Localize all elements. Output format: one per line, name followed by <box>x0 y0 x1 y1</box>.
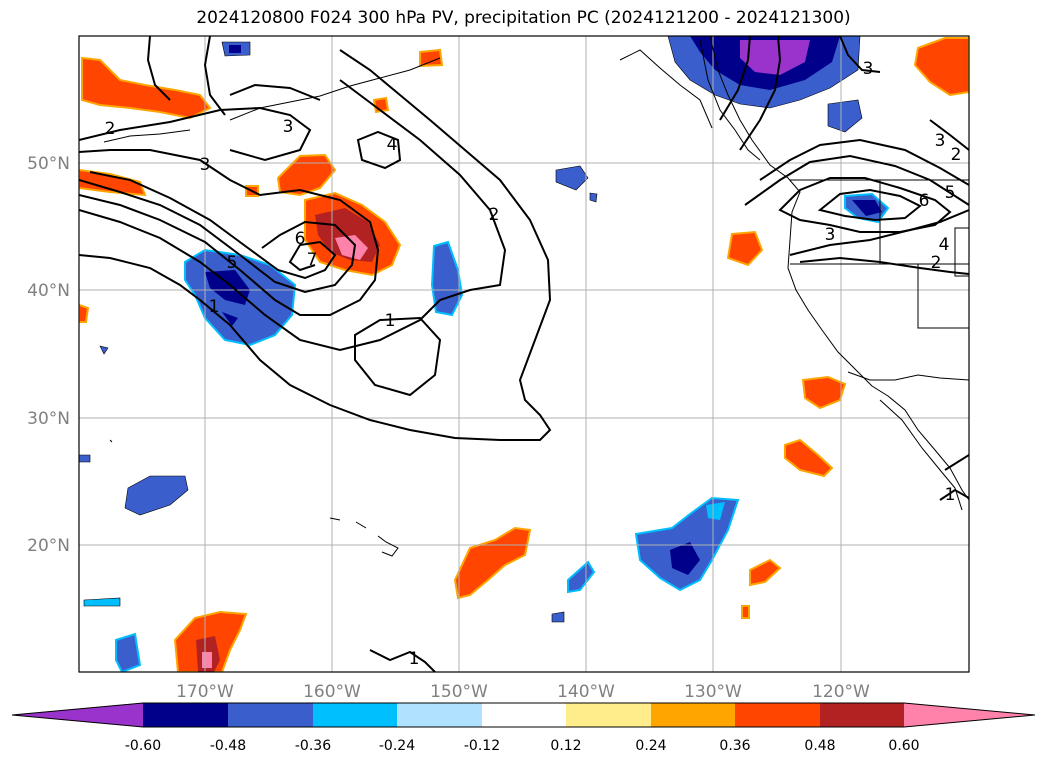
contour-label: 3 <box>200 155 211 175</box>
colorbar-extend-low <box>12 703 143 727</box>
lon-label: 120°W <box>812 682 870 702</box>
colorbar-segment <box>820 703 904 727</box>
contour-label: 2 <box>951 145 962 165</box>
contour-label: 3 <box>825 225 836 245</box>
colorbar-segment <box>228 703 313 727</box>
lon-label: 130°W <box>684 682 742 702</box>
pv-contours <box>79 36 969 672</box>
lat-label: 30°N <box>27 409 70 429</box>
contour-label: 2 <box>489 205 500 225</box>
contour-label: 6 <box>919 191 930 211</box>
contour-label: 3 <box>283 117 294 137</box>
lat-label: 40°N <box>27 281 70 301</box>
contour-label: 7 <box>307 250 318 270</box>
contour-label: 1 <box>409 649 420 669</box>
contour-label: 3 <box>863 59 874 79</box>
colorbar-tick-label: -0.36 <box>295 738 331 754</box>
lon-label: 170°W <box>176 682 234 702</box>
contour-label: 4 <box>387 135 398 155</box>
colorbar-tick-label: 0.60 <box>888 738 919 754</box>
lat-label: 20°N <box>27 536 70 556</box>
contour-label: 1 <box>209 297 220 317</box>
colorbar-segment <box>482 703 566 727</box>
colorbar-segment <box>566 703 651 727</box>
colorbar-segment <box>313 703 397 727</box>
map-frame <box>78 35 970 673</box>
contour-label: 5 <box>945 183 956 203</box>
colorbar-segment <box>651 703 735 727</box>
lon-label: 160°W <box>303 682 361 702</box>
contour-label: 4 <box>939 235 950 255</box>
contour-label: 3 <box>935 131 946 151</box>
colorbar-tick-label: 0.48 <box>804 738 835 754</box>
colorbar-tick-label: 0.12 <box>550 738 581 754</box>
colorbar-tick-label: 0.36 <box>719 738 750 754</box>
colorbar-extend-high <box>904 703 1035 727</box>
lon-label: 150°W <box>430 682 488 702</box>
colorbar-segment <box>397 703 482 727</box>
map-area: 2 3 3 4 2 6 7 5 1 1 1 3 6 5 3 4 2 1 2 3 <box>79 36 969 672</box>
graticule <box>79 36 969 672</box>
colorbar-ticks: -0.60 -0.48 -0.36 -0.24 -0.12 0.12 0.24 … <box>125 738 920 754</box>
colorbar-tick-label: -0.12 <box>464 738 500 754</box>
precip-anomaly-fields <box>79 36 969 672</box>
colorbar-segment <box>735 703 820 727</box>
colorbar-tick-label: -0.60 <box>125 738 161 754</box>
map-title: 2024120800 F024 300 hPa PV, precipitatio… <box>196 8 851 28</box>
colorbar: -0.60 -0.48 -0.36 -0.24 -0.12 0.12 0.24 … <box>11 702 1036 754</box>
contour-label: 1 <box>945 485 956 505</box>
contour-label: 5 <box>227 253 238 273</box>
contour-label: 6 <box>295 229 306 249</box>
colorbar-tick-label: 0.24 <box>635 738 666 754</box>
colorbar-segment <box>143 703 228 727</box>
lon-label: 140°W <box>557 682 615 702</box>
contour-label: 2 <box>931 253 942 273</box>
latitude-labels: 50°N 40°N 30°N 20°N <box>27 154 70 556</box>
longitude-labels: 170°W 160°W 150°W 140°W 130°W 120°W <box>176 682 870 702</box>
lat-label: 50°N <box>27 154 70 174</box>
contour-labels: 2 3 3 4 2 6 7 5 1 1 1 3 6 5 3 4 2 1 2 3 <box>105 59 962 669</box>
colorbar-tick-label: -0.24 <box>379 738 415 754</box>
contour-label: 1 <box>385 311 396 331</box>
colorbar-tick-label: -0.48 <box>210 738 246 754</box>
contour-label: 2 <box>105 119 116 139</box>
